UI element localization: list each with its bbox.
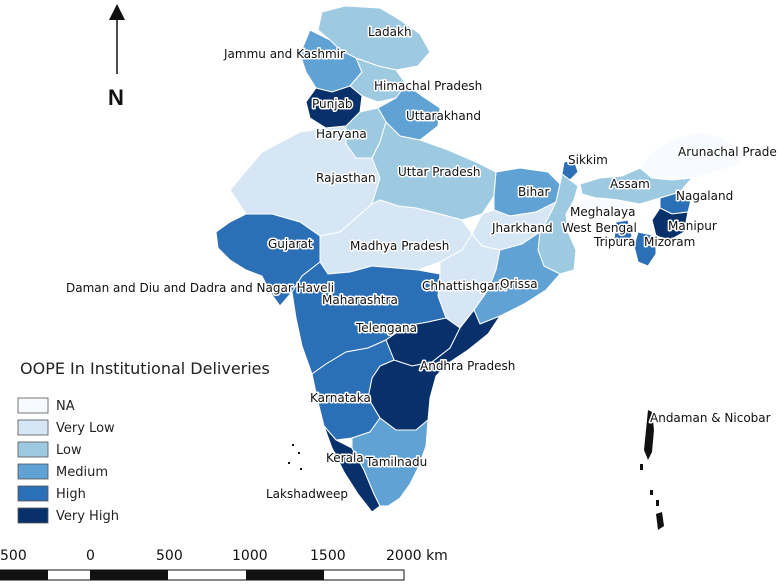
label-andaman-nicobar: Andaman & Nicobar xyxy=(650,411,771,425)
states-layer xyxy=(215,5,745,530)
scale-tick-label: 500 xyxy=(156,548,183,564)
label-manipur: Manipur xyxy=(668,219,717,233)
legend-swatch xyxy=(17,463,49,480)
scale-segment-dark xyxy=(90,570,168,580)
legend-swatch xyxy=(17,507,49,524)
label-haryana: Haryana xyxy=(316,127,367,141)
legend-item-very-high: Very High xyxy=(17,507,119,524)
label-daman-diu-dnh: Daman and Diu and Dadra and Nagar Haveli xyxy=(66,281,334,295)
region-labels: Ladakh Jammu and Kashmir Himachal Prades… xyxy=(65,24,777,503)
label-himachal-pradesh: Himachal Pradesh xyxy=(374,79,482,93)
label-kerala: Kerala xyxy=(326,451,364,465)
legend-item-label: Very High xyxy=(56,509,119,524)
legend-item-medium: Medium xyxy=(17,463,108,480)
label-meghalaya: Meghalaya xyxy=(570,205,635,219)
legend-item-very-low: Very Low xyxy=(17,419,115,436)
scale-tick-label: 1500 xyxy=(310,548,346,564)
label-nagaland: Nagaland xyxy=(676,189,733,203)
legend-item-na: NA xyxy=(17,397,75,414)
label-lakshadweep: Lakshadweep xyxy=(266,487,348,501)
label-rajasthan: Rajasthan xyxy=(316,171,376,185)
label-bihar: Bihar xyxy=(518,185,550,199)
legend-item-low: Low xyxy=(17,441,82,458)
legend-items: NA Very Low Low Medium High Very High xyxy=(17,397,119,524)
region-meghalaya xyxy=(577,197,633,221)
label-gujarat: Gujarat xyxy=(268,237,313,251)
scale-segment-dark xyxy=(0,570,48,580)
region-orissa xyxy=(473,230,561,325)
label-ladakh: Ladakh xyxy=(368,25,412,39)
region-tamilnadu xyxy=(351,417,429,507)
legend: OOPE In Institutional Deliveries NA Very… xyxy=(17,359,270,524)
label-arunachal-pradesh: Arunachal Pradesh xyxy=(678,145,777,159)
scale-tick-label: 0 xyxy=(86,548,95,564)
region-andaman-nicobar xyxy=(640,410,664,530)
legend-swatch xyxy=(17,441,49,458)
label-mizoram: Mizoram xyxy=(644,235,695,249)
label-punjab: Punjab xyxy=(312,97,353,111)
label-madhya-pradesh: Madhya Pradesh xyxy=(350,239,449,253)
label-jharkhand: Jharkhand xyxy=(491,221,553,235)
legend-swatch xyxy=(17,419,49,436)
north-arrow: N xyxy=(108,4,125,110)
scale-bar: 500 0 500 1000 1500 2000 km xyxy=(0,548,448,581)
label-uttar-pradesh: Uttar Pradesh xyxy=(398,165,480,179)
north-label: N xyxy=(108,85,124,110)
label-uttarakhand: Uttarakhand xyxy=(406,109,481,123)
label-orissa: Orissa xyxy=(500,277,538,291)
label-maharashtra: Maharashtra xyxy=(322,293,398,307)
legend-title: OOPE In Institutional Deliveries xyxy=(20,359,270,378)
scale-bar-outline xyxy=(0,569,405,581)
scale-segment-dark xyxy=(246,570,324,580)
legend-item-label: Very Low xyxy=(56,421,115,436)
region-manipur xyxy=(651,207,689,241)
legend-item-label: High xyxy=(56,487,86,502)
label-tripura: Tripura xyxy=(593,235,635,249)
label-jammu-kashmir: Jammu and Kashmir xyxy=(223,47,345,61)
region-tripura xyxy=(613,219,633,247)
scale-tick-label: 1000 xyxy=(232,548,268,564)
scale-tick-label: 500 xyxy=(0,548,27,564)
legend-swatch xyxy=(17,397,49,414)
legend-item-label: Medium xyxy=(56,465,108,480)
label-karnataka: Karnataka xyxy=(310,391,371,405)
legend-item-label: NA xyxy=(56,399,75,414)
label-sikkim: Sikkim xyxy=(568,153,608,167)
region-himachal-pradesh xyxy=(349,57,407,103)
legend-item-high: High xyxy=(17,485,86,502)
label-west-bengal: West Bengal xyxy=(562,221,637,235)
north-arrow-head xyxy=(109,4,125,20)
label-chhattisgarh: Chhattishgarh xyxy=(422,279,507,293)
label-tamilnadu: Tamilnadu xyxy=(365,455,427,469)
region-mizoram xyxy=(633,231,657,267)
label-telangana: Telengana xyxy=(355,321,417,335)
region-uttar-pradesh xyxy=(371,121,497,221)
label-assam: Assam xyxy=(610,177,650,191)
label-andhra-pradesh: Andhra Pradesh xyxy=(420,359,515,373)
legend-item-label: Low xyxy=(56,443,82,458)
region-lakshadweep xyxy=(288,444,302,470)
region-sikkim xyxy=(561,159,579,181)
scale-tick-label: 2000 km xyxy=(386,548,448,564)
legend-swatch xyxy=(17,485,49,502)
